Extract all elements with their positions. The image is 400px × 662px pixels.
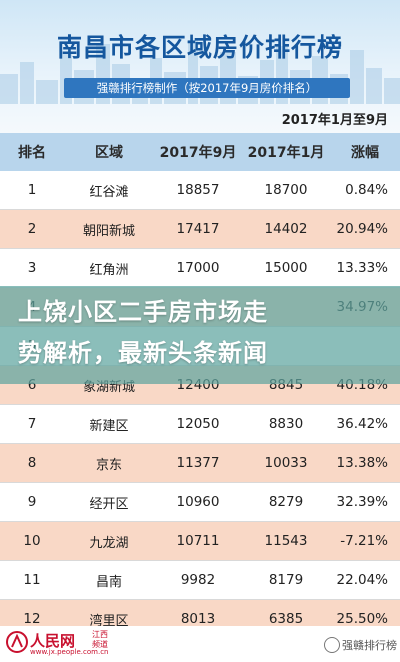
rank-cell: 1 — [0, 171, 64, 210]
sep-price-cell: 17000 — [154, 248, 242, 288]
column-header-area: 区域 — [64, 133, 154, 171]
jan-price-cell: 8279 — [242, 482, 330, 522]
sep-price-cell: 10960 — [154, 482, 242, 522]
growth-cell: 36.42% — [330, 404, 400, 444]
rank-cell: 9 — [0, 482, 64, 522]
growth-cell: 0.84% — [330, 171, 400, 210]
sep-price-cell: 11377 — [154, 443, 242, 483]
sep-price-cell: 12050 — [154, 404, 242, 444]
column-header-rank: 排名 — [0, 133, 64, 171]
column-header-jan: 2017年1月 — [242, 133, 330, 171]
rank-cell: 10 — [0, 521, 64, 561]
logo-region: 江西 频道 — [92, 630, 108, 649]
jan-price-cell: 10033 — [242, 443, 330, 483]
area-cell: 新建区 — [64, 404, 154, 444]
area-cell: 红角洲 — [64, 248, 154, 288]
rank-cell: 8 — [0, 443, 64, 483]
rank-cell: 3 — [0, 248, 64, 288]
jan-price-cell: 8830 — [242, 404, 330, 444]
table-row: 9 经开区 10960 8279 32.39% — [0, 482, 400, 522]
header: 南昌市各区域房价排行榜 强赣排行榜制作（按2017年9月房价排名） 2017年1… — [0, 0, 400, 133]
table-row: 10 九龙湖 10711 11543 -7.21% — [0, 521, 400, 561]
growth-cell: 20.94% — [330, 209, 400, 249]
area-cell: 经开区 — [64, 482, 154, 522]
rank-cell: 7 — [0, 404, 64, 444]
growth-cell: 13.33% — [330, 248, 400, 288]
area-cell: 朝阳新城 — [64, 209, 154, 249]
wechat-account-icon — [324, 637, 340, 653]
table-row: 2 朝阳新城 17417 14402 20.94% — [0, 209, 400, 249]
table-row: 3 红角洲 17000 15000 13.33% — [0, 248, 400, 288]
jan-price-cell: 11543 — [242, 521, 330, 561]
jan-price-cell: 14402 — [242, 209, 330, 249]
column-header-growth: 涨幅 — [330, 133, 400, 171]
watermark-text: 强赣排行榜 — [342, 639, 397, 652]
jan-price-cell: 18700 — [242, 171, 330, 210]
growth-cell: 32.39% — [330, 482, 400, 522]
sep-price-cell: 10711 — [154, 521, 242, 561]
subtitle-banner: 强赣排行榜制作（按2017年9月房价排名） — [64, 78, 350, 98]
growth-cell: 13.38% — [330, 443, 400, 483]
headline-line-2: 势解析，最新头条新闻 — [18, 339, 268, 367]
sep-price-cell: 18857 — [154, 171, 242, 210]
area-cell: 红谷滩 — [64, 171, 154, 210]
rank-cell: 11 — [0, 560, 64, 600]
rank-cell: 2 — [0, 209, 64, 249]
headline-text: 上饶小区二手房市场走 势解析，最新头条新闻 — [18, 292, 388, 374]
jan-price-cell: 8179 — [242, 560, 330, 600]
sep-price-cell: 17417 — [154, 209, 242, 249]
growth-cell: 22.04% — [330, 560, 400, 600]
growth-cell: -7.21% — [330, 521, 400, 561]
page-title: 南昌市各区域房价排行榜 — [56, 33, 343, 62]
table-row: 8 京东 11377 10033 13.38% — [0, 443, 400, 483]
sep-price-cell: 9982 — [154, 560, 242, 600]
people-daily-logo-icon — [6, 631, 28, 653]
table-header-row: 排名 区域 2017年9月 2017年1月 涨幅 — [0, 133, 400, 171]
logo-url: www.jx.people.com.cn — [30, 648, 109, 656]
area-cell: 九龙湖 — [64, 521, 154, 561]
table-row: 11 昌南 9982 8179 22.04% — [0, 560, 400, 600]
headline-line-1: 上饶小区二手房市场走 — [18, 298, 268, 326]
price-ranking-table: 排名 区域 2017年9月 2017年1月 涨幅 1 红谷滩 18857 18700 0… — [0, 133, 400, 639]
column-header-sep: 2017年9月 — [154, 133, 242, 171]
area-cell: 京东 — [64, 443, 154, 483]
table-row: 1 红谷滩 18857 18700 0.84% — [0, 171, 400, 210]
table-row: 7 新建区 12050 8830 36.42% — [0, 404, 400, 444]
logo-text: 人民网 — [30, 632, 76, 650]
footer: 人民网 www.jx.people.com.cn 江西 频道 强赣排行榜 — [0, 626, 400, 662]
date-range: 2017年1月至9月 — [281, 113, 388, 128]
headline-overlay[interactable]: 上饶小区二手房市场走 势解析，最新头条新闻 — [0, 286, 400, 384]
jan-price-cell: 15000 — [242, 248, 330, 288]
area-cell: 昌南 — [64, 560, 154, 600]
